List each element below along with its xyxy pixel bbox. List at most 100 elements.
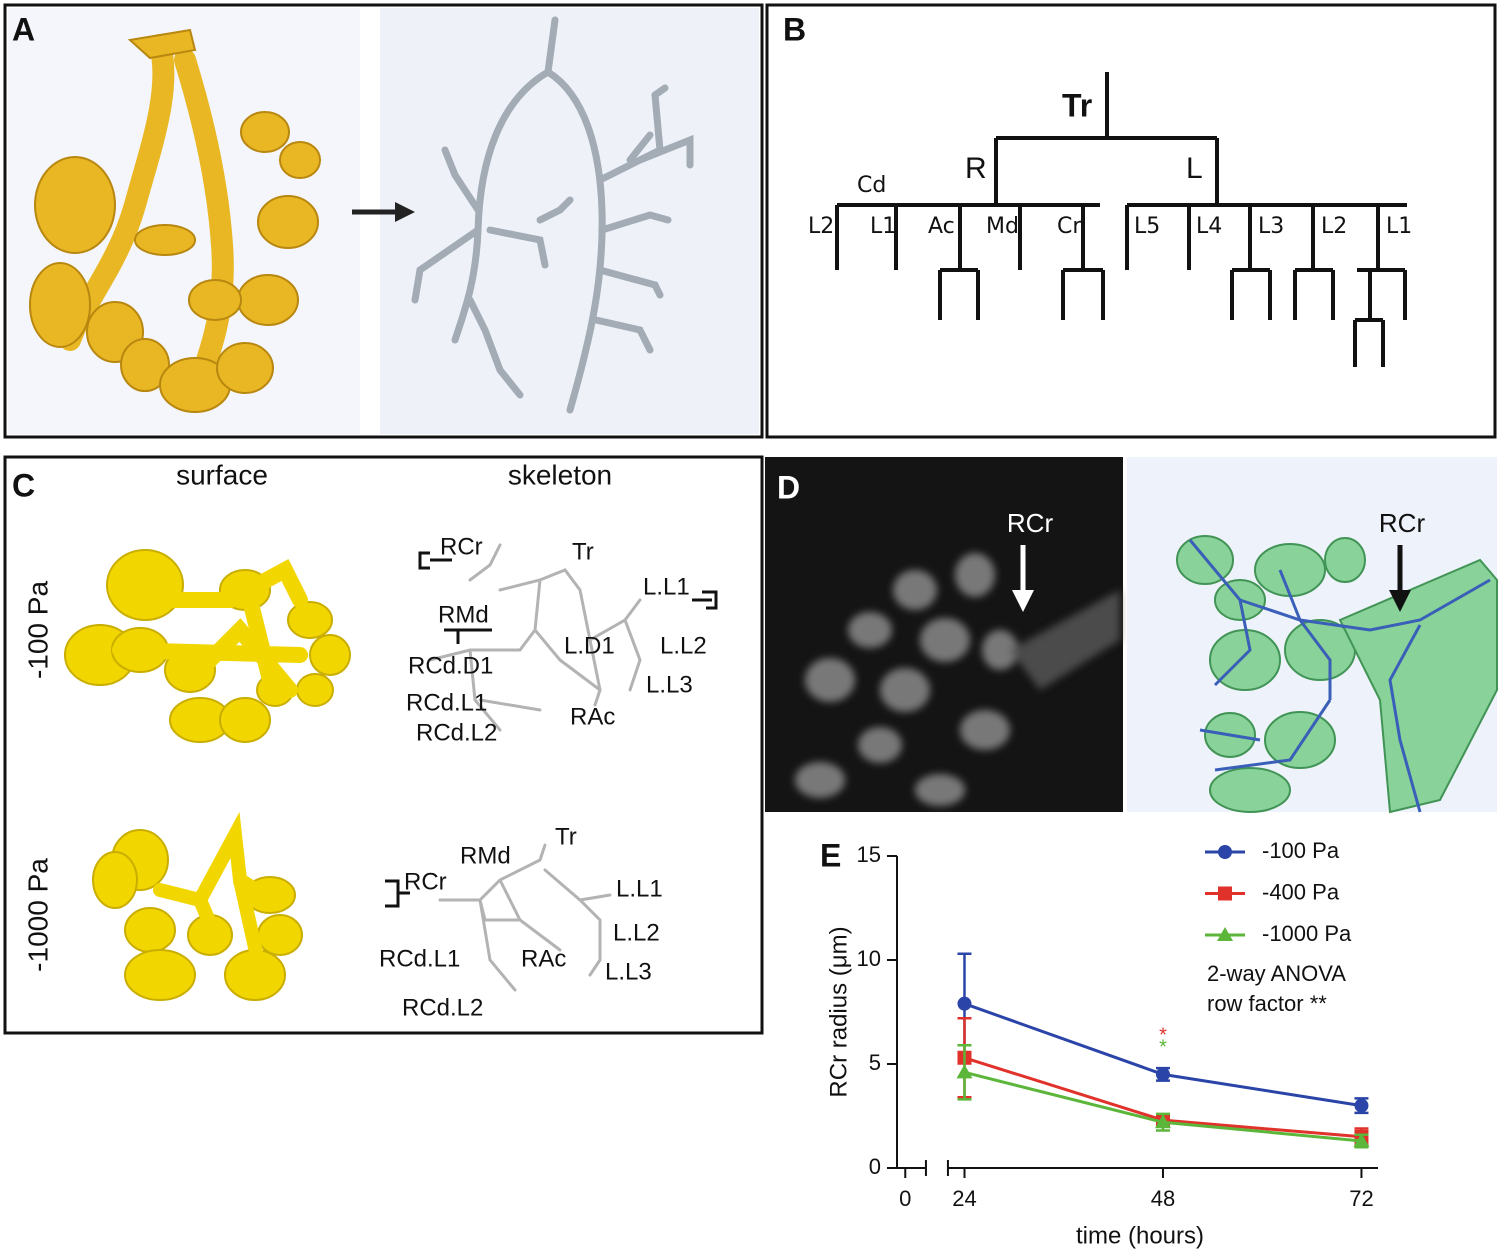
skeleton-label: RCd.L2 bbox=[402, 994, 483, 1021]
panel-d-shape-shape bbox=[982, 630, 1018, 670]
panel-d-shape bbox=[1188, 539, 1491, 813]
skeleton-label: L.L3 bbox=[605, 958, 652, 985]
panel-a-shape-shape bbox=[237, 274, 299, 326]
panel-a-shape-shape bbox=[486, 226, 549, 269]
panel-a-shape bbox=[411, 16, 694, 414]
arrow-label: RCr bbox=[1379, 508, 1426, 538]
panel-a-shape-shape bbox=[536, 196, 574, 224]
skeleton-label: RCd.L1 bbox=[406, 689, 487, 716]
panel-d-shape-shape bbox=[848, 612, 892, 648]
skeleton-label: RMd bbox=[460, 842, 511, 869]
node-label: L2 bbox=[1321, 214, 1347, 239]
marker bbox=[956, 1064, 973, 1079]
panel-a-shape-shape bbox=[240, 111, 290, 153]
panel-b-shape bbox=[765, 3, 1497, 439]
skeleton-label: L.L1 bbox=[616, 875, 663, 902]
node-label: Tr bbox=[1062, 87, 1092, 123]
panel-c-shape-shape bbox=[468, 648, 542, 732]
legend-marker bbox=[1218, 886, 1232, 901]
panel-d-shape-shape bbox=[955, 553, 995, 597]
panel-d-shape-shape bbox=[858, 727, 902, 763]
skeleton-label: L.D1 bbox=[564, 632, 615, 659]
panel-a-shape-shape bbox=[544, 16, 606, 414]
panel-c-shape-shape bbox=[438, 898, 522, 922]
panel-a-shape-shape bbox=[34, 156, 116, 254]
panel-d-shape-shape bbox=[805, 658, 855, 702]
skeleton-label: RCd.L2 bbox=[416, 719, 497, 746]
node-label: L4 bbox=[1196, 214, 1222, 239]
panel-d-shape-shape bbox=[1199, 569, 1302, 742]
panel-c-shape-shape bbox=[153, 811, 272, 977]
panel-label: C bbox=[12, 467, 35, 503]
panel-d-shape-shape bbox=[960, 710, 1010, 750]
panel-c-shape bbox=[428, 543, 642, 992]
panel-a-shape-shape bbox=[411, 226, 482, 304]
panel-a-shape-shape bbox=[451, 68, 552, 344]
panel-d-shape bbox=[1176, 535, 1498, 814]
marker bbox=[1354, 1098, 1369, 1113]
legend-label: -1000 Pa bbox=[1262, 921, 1352, 946]
panel-a-shape-shape bbox=[127, 28, 197, 60]
panel-c: C surface skeleton -100 Pa -1000 Pa bbox=[3, 455, 764, 1035]
marker bbox=[957, 996, 972, 1011]
panel-a-shape-shape bbox=[216, 342, 274, 394]
panel-c-shape-shape bbox=[309, 634, 351, 676]
panel-a-shape-shape bbox=[636, 134, 694, 169]
panel-d-shape-shape bbox=[1214, 624, 1422, 813]
panel-c-shape bbox=[385, 879, 410, 908]
x-axis-label: time (hours) bbox=[1076, 1222, 1204, 1249]
panel-d: D RCr RCr bbox=[765, 457, 1498, 814]
panel-c-shape-shape bbox=[428, 578, 602, 692]
panel-a-shape-shape bbox=[29, 262, 91, 348]
legend-marker bbox=[1217, 927, 1233, 941]
x-tick-label: 72 bbox=[1349, 1186, 1373, 1211]
skeleton-label: L.L1 bbox=[643, 573, 690, 600]
panel-d-shape bbox=[1389, 590, 1411, 612]
x-tick-label: 0 bbox=[899, 1186, 911, 1211]
panel-a-shape-shape bbox=[134, 224, 196, 256]
panel-d-shape-shape bbox=[1010, 590, 1120, 690]
panel-a-shape-shape bbox=[626, 131, 654, 164]
node-label: L5 bbox=[1134, 214, 1160, 239]
annotation: 2-way ANOVA bbox=[1207, 961, 1346, 986]
marker bbox=[1155, 1067, 1170, 1082]
panel-a-shape-shape bbox=[441, 146, 482, 214]
panel-c-shape-shape bbox=[106, 549, 184, 621]
significance-mark: * bbox=[1159, 1036, 1167, 1058]
panel-a-shape-shape bbox=[466, 296, 524, 399]
panel-c-shape-shape bbox=[543, 868, 612, 977]
panel-a-shape-shape bbox=[598, 211, 672, 234]
marker bbox=[1353, 1132, 1370, 1147]
panel-a-shape bbox=[395, 202, 415, 222]
y-tick-label: 5 bbox=[869, 1050, 881, 1075]
panel-a-shape-shape bbox=[596, 266, 664, 299]
panel-b-shape bbox=[835, 72, 1407, 367]
node-label: L1 bbox=[1386, 214, 1412, 239]
panel-a-shape-shape bbox=[592, 316, 654, 354]
panel-d-shape-shape bbox=[1338, 558, 1498, 814]
x-tick-label: 48 bbox=[1151, 1186, 1175, 1211]
panel-d-shape-shape bbox=[1264, 711, 1336, 769]
skeleton-label: RMd bbox=[438, 601, 489, 628]
y-tick-label: 10 bbox=[857, 946, 881, 971]
significance-mark: * bbox=[1159, 1024, 1167, 1046]
panel-a-shape bbox=[380, 8, 759, 434]
panel-d-shape-shape bbox=[1254, 543, 1326, 597]
panel-c-shape-shape bbox=[124, 949, 196, 1001]
panel-label: B bbox=[783, 11, 806, 47]
panel-d-shape-shape bbox=[1209, 767, 1291, 813]
legend-label: -400 Pa bbox=[1262, 879, 1340, 904]
skeleton-label: Tr bbox=[555, 823, 577, 850]
panel-d-shape bbox=[1012, 590, 1034, 612]
y-axis-label: RCr radius (μm) bbox=[825, 926, 852, 1097]
panel-d-shape-shape bbox=[1324, 537, 1366, 583]
panel-d-shape-shape bbox=[920, 618, 970, 662]
node-label: Cd bbox=[857, 173, 886, 198]
annotation: row factor ** bbox=[1207, 991, 1327, 1016]
node-label: L1 bbox=[870, 214, 896, 239]
panel-label: E bbox=[820, 837, 841, 873]
panel-a-shape-shape bbox=[279, 141, 321, 179]
node-label: L2 bbox=[808, 214, 834, 239]
